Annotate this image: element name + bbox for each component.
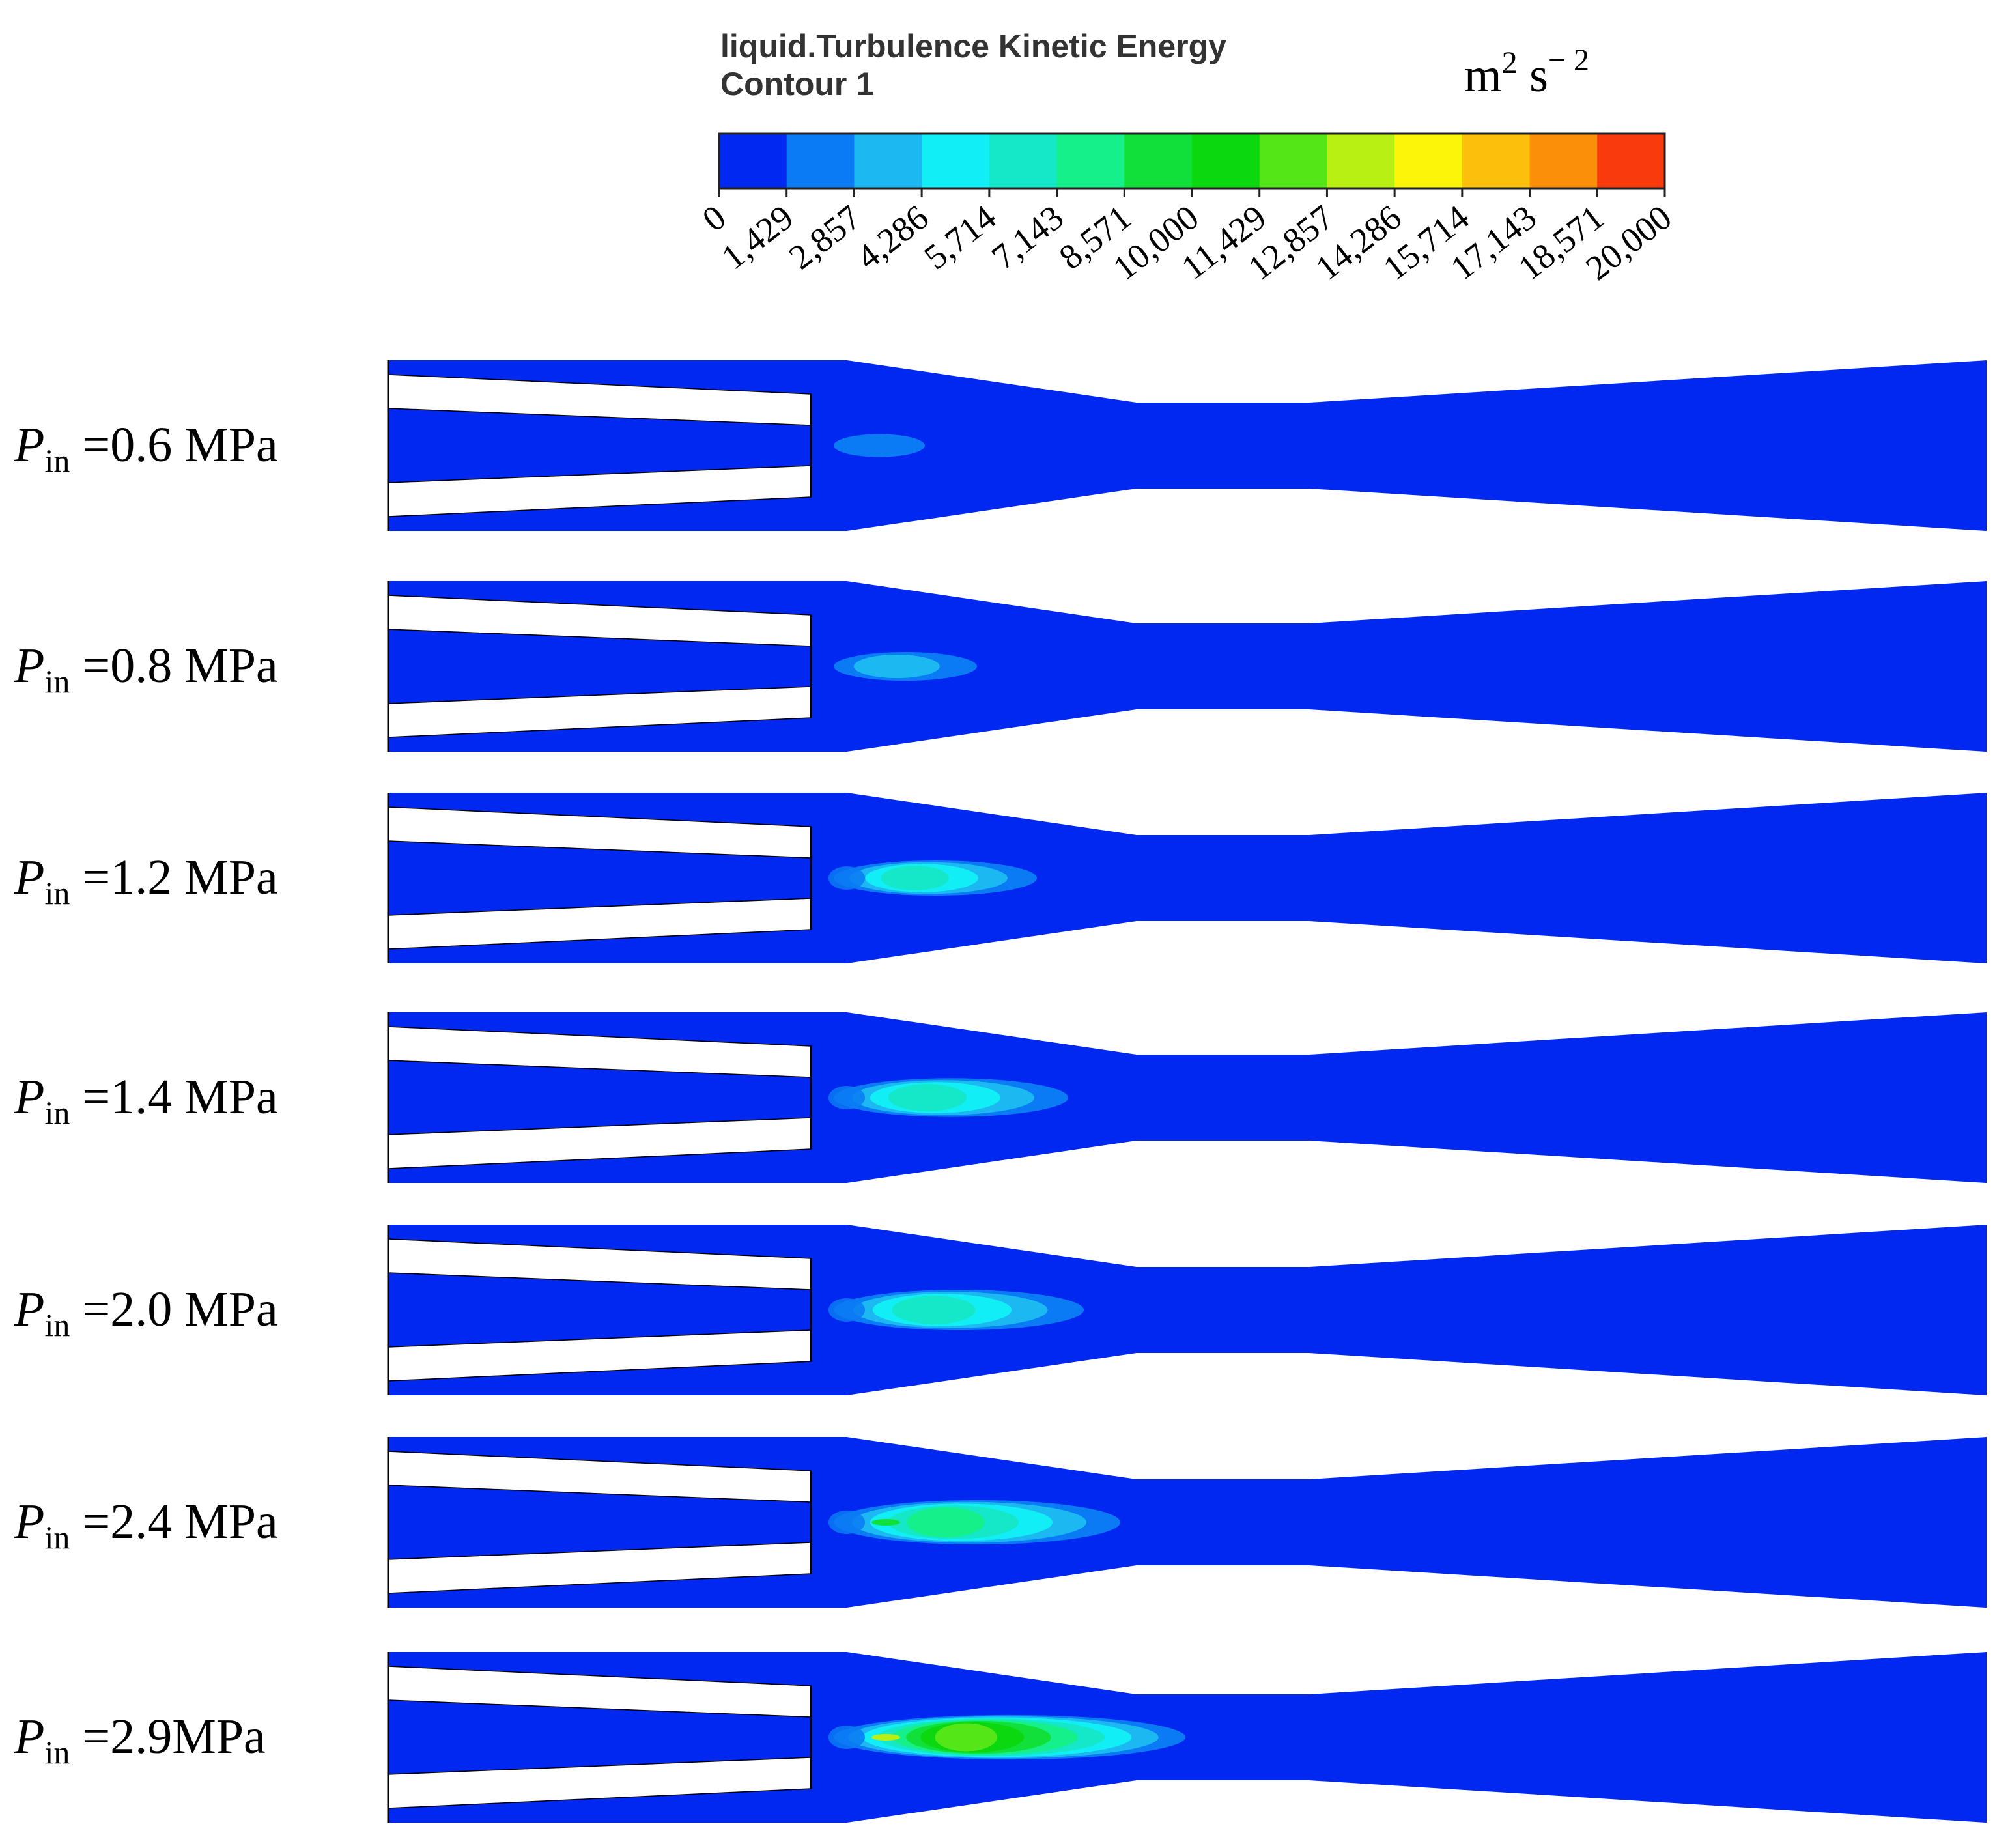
recirculation-core (828, 1298, 865, 1322)
turbulence-contour-level (853, 654, 940, 679)
contour-panel: Pin =1.2 MPa (14, 793, 1987, 963)
pressure-value: =1.2 MPa (70, 850, 277, 905)
legend-unit-exp2: − 2 (1548, 43, 1589, 78)
colorbar-tick-label: 4,286 (849, 197, 936, 277)
pressure-label: Pin =2.9MPa (14, 1709, 266, 1770)
pressure-label: Pin =1.2 MPa (14, 850, 278, 911)
colorbar-frame (718, 132, 1666, 190)
colorbar-tick-label: 7,143 (984, 197, 1071, 277)
pressure-symbol: P (14, 1282, 44, 1337)
pressure-symbol: P (14, 638, 44, 693)
turbulence-peak (871, 1734, 900, 1741)
colorbar-segment (719, 134, 787, 188)
pressure-value: =2.9MPa (70, 1709, 265, 1764)
turbulence-peak (871, 1519, 900, 1526)
pressure-symbol: P (14, 418, 44, 472)
pressure-label: Pin =0.8 MPa (14, 638, 278, 700)
contour-panel: Pin =2.4 MPa (14, 1437, 1987, 1608)
colorbar-segment (1056, 134, 1125, 188)
contour-panel: Pin =2.9MPa (14, 1652, 1987, 1823)
pressure-symbol: P (14, 1494, 44, 1549)
colorbar-tick-label: 1,429 (714, 197, 800, 277)
pressure-label: Pin =1.4 MPa (14, 1070, 278, 1131)
colorbar-tick-label: 2,857 (782, 197, 868, 277)
turbulence-contour-level (892, 1296, 976, 1324)
colorbar-segments (719, 134, 1665, 188)
pressure-subscript: in (44, 1094, 70, 1131)
pressure-symbol: P (14, 1070, 44, 1124)
turbulence-contour-level (834, 434, 925, 457)
legend-unit-second: s (1518, 49, 1548, 102)
pressure-subscript: in (44, 442, 70, 479)
recirculation-core (828, 1726, 865, 1749)
pressure-value: =2.4 MPa (70, 1494, 277, 1549)
colorbar-segment (1327, 134, 1395, 188)
legend-unit-exp1: 2 (1502, 46, 1518, 80)
colorbar-segment (1394, 134, 1463, 188)
colorbar-tick-label: 5,714 (917, 197, 1004, 277)
colorbar-tick-label: 0 (695, 197, 733, 239)
colorbar-ticks: 01,4292,8574,2865,7147,1438,57110,00011,… (695, 188, 1678, 288)
pressure-subscript: in (44, 875, 70, 911)
pressure-subscript: in (44, 1734, 70, 1770)
colorbar-legend: liquid.Turbulence Kinetic Energy Contour… (695, 28, 1678, 288)
pressure-value: =0.8 MPa (70, 638, 277, 693)
contour-panel: Pin =2.0 MPa (14, 1225, 1987, 1395)
legend-title: liquid.Turbulence Kinetic Energy (720, 28, 1226, 64)
colorbar-segment (1597, 134, 1665, 188)
turbulence-contour-level (935, 1723, 997, 1752)
colorbar-segment (1192, 134, 1260, 188)
pressure-value: =0.6 MPa (70, 418, 277, 472)
colorbar-segment (1259, 134, 1328, 188)
turbulence-contour-level (881, 866, 949, 890)
colorbar-segment (922, 134, 990, 188)
pressure-symbol: P (14, 850, 44, 905)
pressure-label: Pin =2.0 MPa (14, 1282, 278, 1343)
legend-subtitle: Contour 1 (720, 66, 874, 102)
colorbar-segment (1529, 134, 1598, 188)
colorbar-segment (786, 134, 855, 188)
pressure-subscript: in (44, 1307, 70, 1343)
turbulence-contour-level (907, 1507, 985, 1537)
colorbar-segment (854, 134, 922, 188)
legend-unit: m2 s− 2 (1464, 43, 1589, 102)
colorbar-segment (1462, 134, 1531, 188)
turbulence-contour-level (888, 1084, 967, 1111)
pressure-label: Pin =0.6 MPa (14, 418, 278, 479)
colorbar-segment (989, 134, 1058, 188)
legend-unit-base: m (1464, 49, 1502, 102)
pressure-subscript: in (44, 1519, 70, 1556)
pressure-value: =2.0 MPa (70, 1282, 277, 1337)
pressure-symbol: P (14, 1709, 44, 1764)
contour-panel: Pin =0.6 MPa (14, 360, 1987, 531)
colorbar-segment (1124, 134, 1193, 188)
contour-panel: Pin =1.4 MPa (14, 1012, 1987, 1183)
recirculation-core (828, 866, 865, 890)
pressure-label: Pin =2.4 MPa (14, 1494, 278, 1556)
recirculation-core (828, 1511, 865, 1534)
recirculation-core (828, 1086, 865, 1109)
pressure-value: =1.4 MPa (70, 1070, 277, 1124)
pressure-subscript: in (44, 663, 70, 700)
contour-panel: Pin =0.8 MPa (14, 581, 1987, 752)
